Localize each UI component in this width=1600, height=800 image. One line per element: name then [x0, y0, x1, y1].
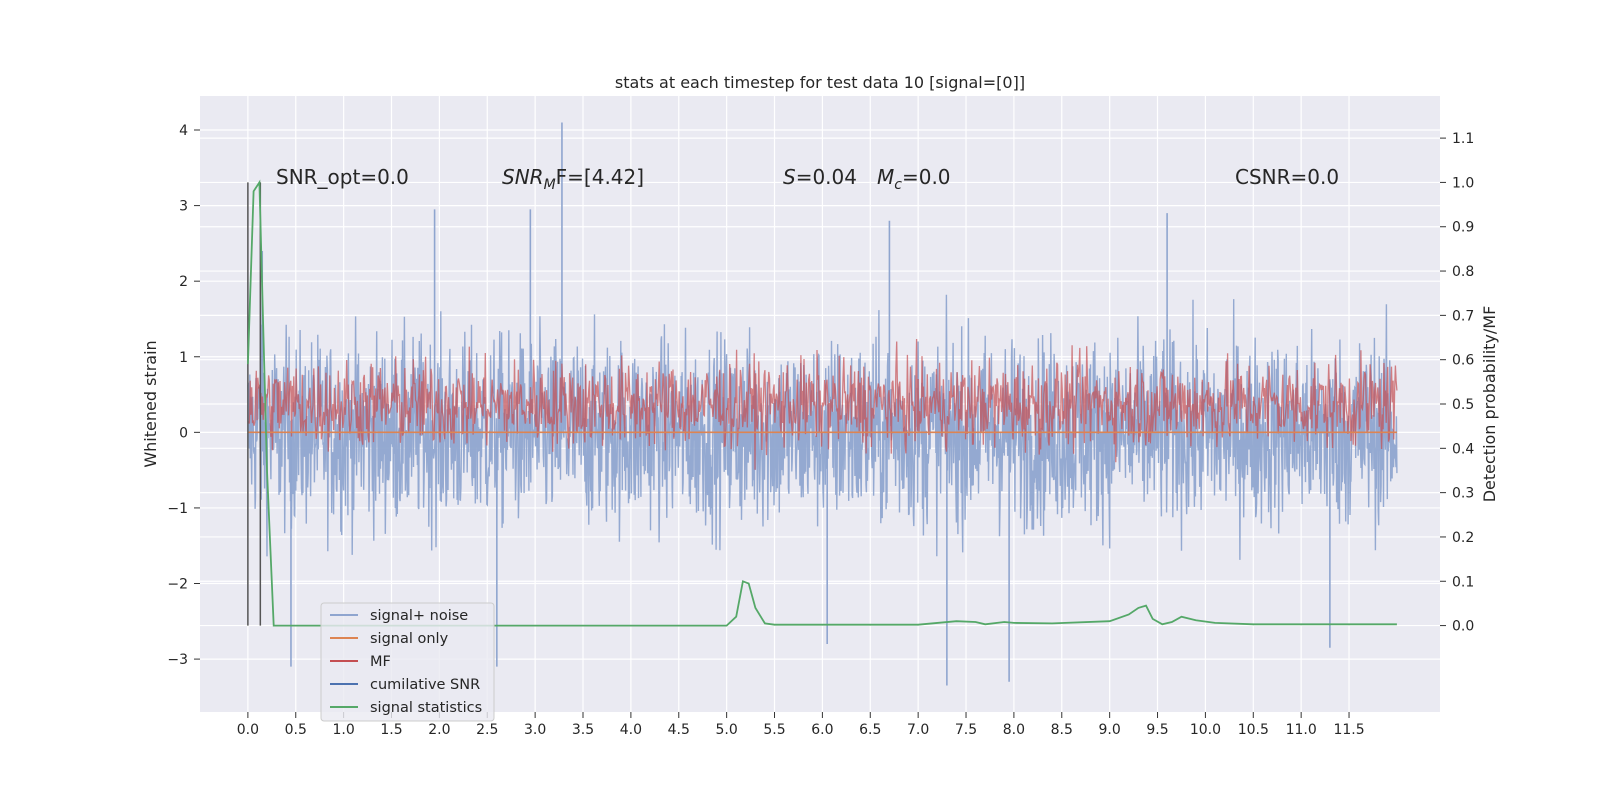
x-tick-label: 4.0 — [620, 722, 642, 738]
y-tick-label-right: 0.0 — [1452, 619, 1474, 635]
x-tick-label: 7.0 — [907, 722, 929, 738]
x-tick-label: 10.0 — [1190, 722, 1221, 738]
legend-label-mf: MF — [370, 654, 391, 670]
x-tick-label: 0.5 — [285, 722, 307, 738]
series-mf — [247, 338, 1398, 470]
x-tick-label: 9.5 — [1146, 722, 1168, 738]
annotation-snr-mf: SNRMF=[4.42] — [502, 165, 644, 193]
x-tick-label: 11.0 — [1286, 722, 1317, 738]
x-tick-label: 5.0 — [716, 722, 738, 738]
annotation-snr-opt: SNR_opt=0.0 — [276, 165, 409, 189]
x-tick-label: 2.5 — [476, 722, 498, 738]
y-tick-label-right: 0.1 — [1452, 574, 1474, 590]
x-tick-label: 1.5 — [380, 722, 402, 738]
series-vertical-markers — [247, 182, 262, 626]
y-tick-label-right: 0.6 — [1452, 353, 1474, 369]
legend-label-signal-plus-noise: signal+ noise — [370, 608, 468, 624]
y-tick-label-right: 1.0 — [1452, 175, 1474, 191]
x-tick-label: 9.0 — [1099, 722, 1121, 738]
legend-label-signal-statistics: signal statistics — [370, 700, 482, 716]
legend-label-cumulative-snr: cumilative SNR — [370, 677, 480, 693]
x-tick-label: 8.5 — [1051, 722, 1073, 738]
x-tick-label: 8.0 — [1003, 722, 1025, 738]
y-tick-label-left: 4 — [179, 123, 188, 139]
annotation-s: S=0.04 — [783, 165, 857, 189]
y-tick-label-left: −2 — [167, 577, 188, 593]
y-tick-label-left: 0 — [179, 425, 188, 441]
y-tick-label-right: 0.2 — [1452, 530, 1474, 546]
x-tick-label: 11.5 — [1333, 722, 1364, 738]
x-tick-label: 3.5 — [572, 722, 594, 738]
x-tick-label: 6.0 — [811, 722, 833, 738]
x-ticks: 0.0 0.5 1.0 1.5 2.0 2.5 3.0 3.5 4.0 4.5 5.0 5.5 6.0 6… — [237, 712, 1365, 738]
x-tick-label: 5.5 — [763, 722, 785, 738]
y-tick-label-right: 1.1 — [1452, 131, 1474, 147]
x-tick-label: 4.5 — [668, 722, 690, 738]
y-axis-label-right: Detection probability/MF — [1480, 306, 1499, 503]
legend: signal+ noise signal only MF cumilative … — [320, 602, 495, 722]
y-ticks-left: −3 −2 −1 0 1 2 3 4 — [167, 123, 200, 668]
chart-title: stats at each timestep for test data 10 … — [615, 73, 1025, 92]
y-tick-label-right: 0.3 — [1452, 486, 1474, 502]
y-tick-label-left: 3 — [179, 199, 188, 215]
x-tick-label: 10.5 — [1238, 722, 1269, 738]
x-tick-label: 1.0 — [332, 722, 354, 738]
y-tick-label-left: 1 — [179, 350, 188, 366]
x-tick-label: 0.0 — [237, 722, 259, 738]
y-tick-label-right: 0.7 — [1452, 308, 1474, 324]
y-ticks-right: 0.0 0.1 0.2 0.3 0.4 0.5 0.6 0.7 0.8 0.9 1.0 1.1 — [1440, 131, 1474, 635]
y-tick-label-right: 0.4 — [1452, 441, 1474, 457]
annotation-csnr: CSNR=0.0 — [1235, 165, 1339, 189]
x-tick-label: 6.5 — [859, 722, 881, 738]
x-tick-label: 3.0 — [524, 722, 546, 738]
y-tick-label-right: 0.8 — [1452, 264, 1474, 280]
y-axis-label-left: Whitened strain — [141, 340, 160, 467]
legend-label-signal-only: signal only — [370, 631, 449, 647]
y-tick-label-left: 2 — [179, 274, 188, 290]
annotation-mc: Mc=0.0 — [877, 165, 951, 193]
y-tick-label-left: −3 — [167, 652, 188, 668]
mf-line — [247, 338, 1398, 470]
x-tick-label: 7.5 — [955, 722, 977, 738]
x-tick-label: 2.0 — [428, 722, 450, 738]
y-tick-label-left: −1 — [167, 501, 188, 517]
y-tick-label-right: 0.5 — [1452, 397, 1474, 413]
legend-box — [320, 602, 495, 722]
y-tick-label-right: 0.9 — [1452, 220, 1474, 236]
